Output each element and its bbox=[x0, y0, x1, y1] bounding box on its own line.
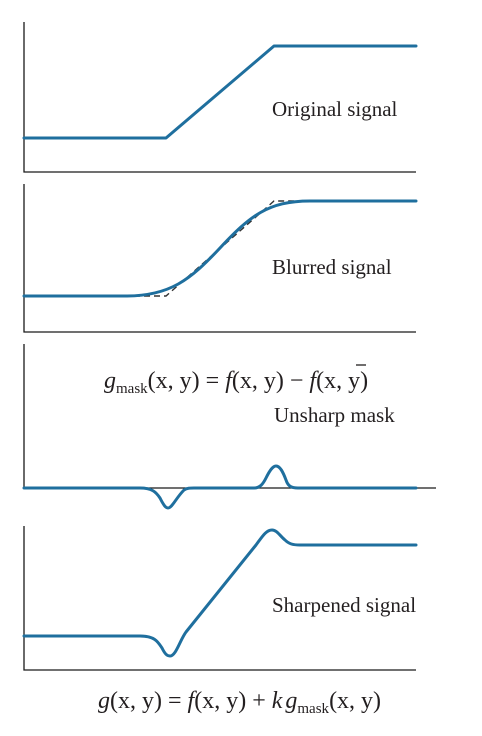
original-signal-label: Original signal bbox=[272, 97, 398, 121]
panel-sharpened: Sharpened signal bbox=[22, 526, 418, 671]
sharpened-axis bbox=[23, 526, 416, 671]
blurred-signal-label: Blurred signal bbox=[272, 255, 392, 279]
blurred-signal-curve bbox=[22, 199, 418, 298]
panel-original: Original signal bbox=[22, 22, 418, 173]
blurred-axis bbox=[23, 184, 416, 333]
mask-equation: gmask(x, y) = f(x, y) − f(x, y) bbox=[104, 368, 368, 397]
sharpened-signal-label: Sharpened signal bbox=[272, 593, 416, 617]
panel-blurred: Blurred signal bbox=[22, 184, 418, 333]
mask-signal-curve bbox=[22, 464, 418, 510]
original-signal-curve bbox=[22, 44, 418, 140]
original-axis bbox=[23, 22, 416, 173]
panel-mask: gmask(x, y) = f(x, y) − f(x, y) Unsharp … bbox=[22, 344, 436, 510]
sharpened-signal-curve bbox=[22, 528, 418, 658]
unsharp-mask-label: Unsharp mask bbox=[274, 403, 395, 427]
sharpened-equation: g(x, y) = f(x, y) + k gmask(x, y) bbox=[98, 688, 381, 717]
bottom-equation-group: g(x, y) = f(x, y) + k gmask(x, y) bbox=[98, 688, 381, 717]
